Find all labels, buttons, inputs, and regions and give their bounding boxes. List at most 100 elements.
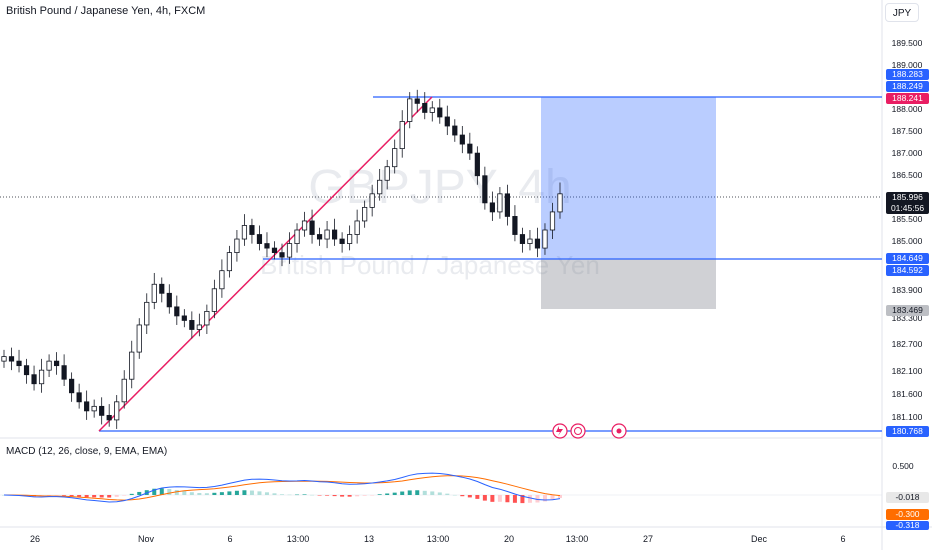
candle-body (369, 193, 375, 208)
event-icons[interactable] (552, 423, 627, 439)
macd-histogram-bar (467, 495, 472, 498)
candle-body (482, 175, 488, 204)
price-tag-red: 188.241 (886, 93, 929, 104)
macd-histogram-bar (377, 494, 382, 495)
candle-body (467, 143, 473, 154)
candle-body (196, 324, 202, 330)
macd-histogram-bar (482, 495, 487, 501)
macd-legend[interactable]: MACD (12, 26, close, 9, EMA, EMA) (6, 446, 168, 457)
macd-histogram-bar (99, 495, 104, 498)
candle-body (129, 351, 135, 380)
price-tag-entry-lower: 184.592 (886, 265, 929, 276)
currency-button[interactable]: JPY (885, 3, 919, 22)
time-axis-label: Dec (751, 534, 768, 544)
candle-body (271, 247, 278, 254)
macd-histogram-bar (430, 491, 435, 495)
price-tick-label: 187.000 (892, 148, 923, 158)
price-tick-label: 182.100 (892, 366, 923, 376)
price-tag-entry-upper: 184.649 (886, 253, 929, 264)
candle-body (354, 220, 360, 235)
time-axis[interactable]: 26 Nov 6 13:00 13 13:00 20 13:00 27 Dec 6 (30, 534, 846, 544)
candle-body (324, 229, 330, 240)
candle-body (392, 148, 398, 168)
candle-body (1, 356, 7, 362)
candle-body (76, 392, 82, 403)
candle-body (166, 292, 172, 308)
price-tick-label: 185.500 (892, 214, 923, 224)
candle-body (557, 193, 563, 213)
candle-body (174, 306, 180, 317)
time-axis-label: 13 (364, 534, 374, 544)
macd-histogram-bar (550, 495, 555, 500)
candle-body (414, 98, 420, 104)
candle-body (474, 152, 480, 177)
macd-histogram-bar (264, 492, 269, 495)
macd-histogram-bar (197, 492, 202, 495)
price-tick-label: 185.000 (892, 236, 923, 246)
macd-histogram-bar (542, 495, 547, 502)
candle-body (384, 166, 390, 181)
time-axis-label: 6 (840, 534, 845, 544)
macd-histogram-bar (490, 495, 495, 502)
earnings-inner-icon (574, 427, 582, 435)
candle-body (256, 234, 263, 244)
time-axis-label: Nov (138, 534, 155, 544)
candlestick-series (1, 89, 563, 429)
macd-histogram-bar (452, 494, 457, 496)
macd-histogram-bar (92, 495, 97, 498)
candle-body (46, 360, 52, 371)
price-tick-label: 189.000 (892, 60, 923, 70)
candle-body (534, 238, 541, 249)
macd-histogram-bar (114, 495, 119, 497)
macd-histogram-bar (445, 493, 450, 495)
candle-body (527, 238, 533, 244)
candle-body (497, 193, 503, 213)
candle-body (121, 378, 127, 403)
macd-histogram-bar (415, 490, 420, 495)
candle-body (399, 121, 405, 150)
candle-body (8, 356, 15, 362)
macd-histogram-bar (362, 495, 367, 496)
current-price-value: 185.996 (892, 192, 923, 202)
candle-body (249, 225, 255, 235)
macd-signal-tag: -0.300 (886, 509, 929, 520)
macd-histogram-bar (77, 495, 82, 497)
candle-body (241, 225, 248, 240)
macd-histogram-bar (212, 492, 217, 495)
candle-body (489, 202, 495, 213)
price-tick-label: 183.300 (892, 313, 923, 323)
candle-body (144, 301, 150, 326)
time-axis-label: 13:00 (427, 534, 450, 544)
candle-body (437, 107, 443, 118)
price-axis[interactable]: 189.500 189.000 188.000 187.500 187.000 186.5… (892, 38, 923, 422)
candle-body (429, 107, 435, 113)
macd-histogram-bar (422, 490, 427, 495)
macd-histogram-bar (280, 494, 284, 495)
position-profit-zone[interactable] (541, 97, 716, 259)
macd-histogram-bar (287, 494, 292, 496)
candle-body (519, 234, 526, 244)
candle-body (69, 378, 75, 394)
candle-body (504, 193, 511, 217)
time-axis-label: 13:00 (287, 534, 310, 544)
price-tick-label: 181.100 (892, 412, 923, 422)
macd-axis-label: 0.500 (892, 461, 914, 471)
trend-line[interactable] (98, 96, 433, 432)
price-tick-label: 186.500 (892, 170, 923, 180)
earnings-icon[interactable] (570, 423, 586, 439)
macd-histogram-bar (520, 495, 525, 504)
macd-histogram-tag: -0.018 (886, 492, 929, 503)
position-loss-zone[interactable] (541, 259, 716, 309)
candle-body (279, 252, 285, 258)
candle-body (226, 252, 233, 272)
macd-histogram-bar (189, 492, 194, 495)
candle-body (309, 220, 315, 235)
watermark-symbol: GBPJPY, 4h (308, 161, 571, 214)
macd-histogram-bar (152, 488, 157, 495)
macd-histogram-bar (47, 495, 52, 496)
macd-histogram-bar (497, 495, 502, 502)
candle-body (294, 229, 300, 244)
macd-histogram-bar (204, 493, 209, 495)
